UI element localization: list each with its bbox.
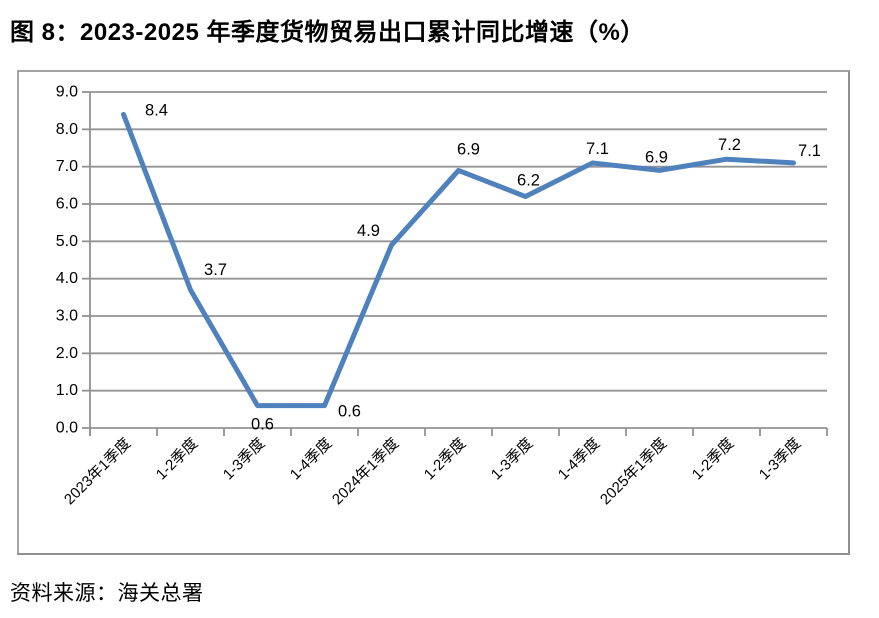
data-point-label: 3.7 xyxy=(204,261,227,279)
data-point-label: 0.6 xyxy=(251,416,274,434)
data-point-label: 0.6 xyxy=(338,403,361,421)
data-point-label: 6.9 xyxy=(645,148,668,166)
x-axis-label: 1-3季度 xyxy=(488,435,537,484)
y-axis-label: 0.0 xyxy=(56,420,78,437)
y-axis-label: 5.0 xyxy=(56,233,78,250)
x-axis-label: 1-4季度 xyxy=(287,435,336,484)
data-point-label: 6.2 xyxy=(517,172,540,190)
x-axis-label: 1-2季度 xyxy=(689,435,738,484)
data-point-label: 7.2 xyxy=(718,136,741,154)
x-axis-label: 2025年1季度 xyxy=(597,435,670,508)
chart-frame: 0.0 1.0 2.0 3.0 4.0 5.0 6.0 7.0 8.0 9.0 2023年1季度 1-… xyxy=(17,70,850,555)
data-point-label: 7.1 xyxy=(586,140,609,158)
figure-title: 图 8：2023-2025 年季度货物贸易出口累计同比增速（%） xyxy=(10,19,645,46)
y-axis-label: 2.0 xyxy=(56,345,78,362)
y-axis-label: 7.0 xyxy=(56,158,78,175)
data-point-label: 6.9 xyxy=(457,140,480,158)
y-axis-label: 9.0 xyxy=(56,84,78,101)
y-axis-label: 4.0 xyxy=(56,270,78,287)
x-axis-label: 1-4季度 xyxy=(555,435,604,484)
data-point-label: 8.4 xyxy=(145,101,168,119)
data-point-label: 7.1 xyxy=(798,142,821,160)
source-caption: 资料来源：海关总署 xyxy=(10,582,204,605)
y-axis-label: 8.0 xyxy=(56,121,78,138)
trend-line xyxy=(121,111,796,409)
x-axis-label: 2024年1季度 xyxy=(329,435,402,508)
x-axis-label: 1-2季度 xyxy=(421,435,470,484)
y-axis-label: 6.0 xyxy=(56,196,78,213)
x-axis-label: 1-3季度 xyxy=(220,435,269,484)
x-axis-label: 2023年1季度 xyxy=(61,435,134,508)
data-point-label: 4.9 xyxy=(357,222,380,240)
y-axis-label: 1.0 xyxy=(56,382,78,399)
x-axis-label: 1-3季度 xyxy=(756,435,805,484)
x-axis-label: 1-2季度 xyxy=(153,435,202,484)
line-chart-svg: 0.0 1.0 2.0 3.0 4.0 5.0 6.0 7.0 8.0 9.0 2023年1季度 1-… xyxy=(56,84,828,508)
y-axis-label: 3.0 xyxy=(56,308,78,325)
